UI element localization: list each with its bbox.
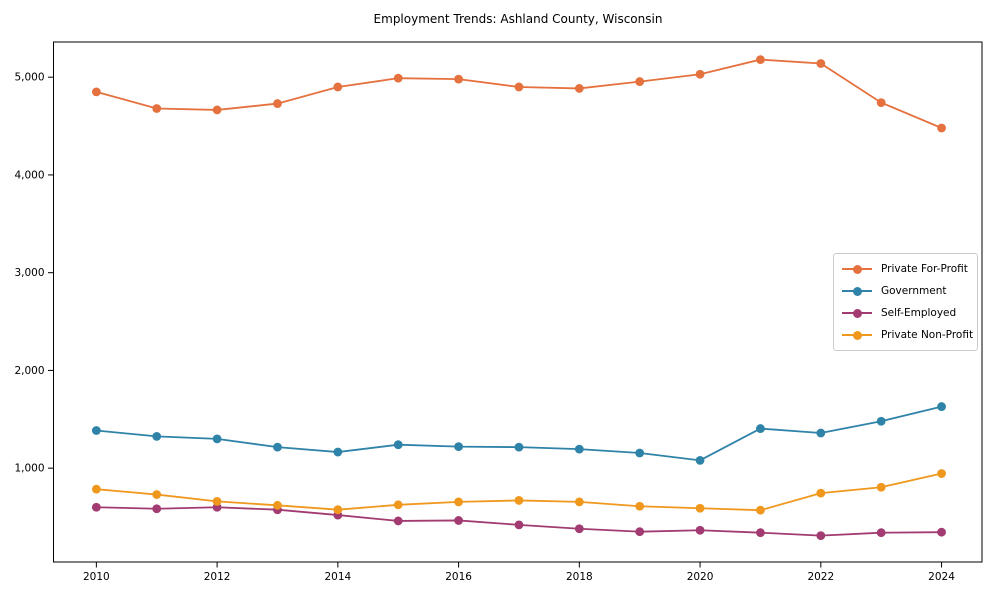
data-point-private-non-profit [152,490,162,499]
data-point-private-for-profit [212,105,222,115]
legend-marker-private-for-profit [842,264,872,274]
legend-label: Private Non-Profit [881,329,974,341]
x-tick-label: 2014 [324,571,351,583]
data-point-private-for-profit [91,87,101,97]
legend-entry-self-employed: Self-Employed [842,305,969,321]
legend-label: Self-Employed [881,307,957,319]
data-point-private-non-profit [212,496,222,506]
data-point-self-employed [152,504,162,514]
data-point-private-non-profit [937,469,946,478]
y-tick-label: 5,000 [14,72,44,84]
data-point-self-employed [91,502,101,512]
data-point-government [514,442,524,452]
data-point-government [635,448,645,458]
x-tick-label: 2010 [83,571,110,583]
data-point-private-for-profit [454,74,463,84]
data-point-private-non-profit [454,497,463,507]
x-tick-label: 2024 [928,571,955,583]
y-tick-label: 1,000 [14,463,44,475]
data-point-private-non-profit [393,500,403,510]
data-point-private-for-profit [393,73,403,83]
data-point-private-for-profit [695,69,705,79]
data-point-private-for-profit [273,99,282,108]
data-point-private-for-profit [756,55,765,64]
data-point-government [273,442,282,452]
data-point-private-non-profit [273,500,282,510]
data-point-self-employed [574,524,584,534]
data-point-private-for-profit [333,82,343,92]
x-tick-label: 2020 [687,571,714,583]
x-tick-label: 2018 [566,571,593,583]
data-point-government [756,424,765,433]
data-point-government [212,434,222,444]
data-point-private-for-profit [816,59,826,68]
legend-marker-private-non-profit [842,330,872,340]
data-point-self-employed [635,527,645,537]
data-point-private-non-profit [333,505,343,515]
series-line-private-for-profit [96,58,942,129]
data-point-private-for-profit [574,84,584,93]
y-tick-label: 2,000 [14,365,44,377]
data-point-private-non-profit [756,505,765,515]
x-tick-label: 2022 [807,571,834,583]
data-point-private-for-profit [152,104,162,113]
data-point-private-for-profit [876,98,886,108]
data-point-self-employed [756,528,765,538]
data-point-private-non-profit [574,497,584,507]
data-point-private-non-profit [695,503,705,513]
data-point-private-non-profit [876,482,886,492]
x-tick-label: 2016 [445,571,472,583]
chart-title: Employment Trends: Ashland County, Wisco… [373,12,663,26]
legend-label: Government [881,285,947,297]
legend-entry-government: Government [842,283,969,299]
legend-marker-self-employed [842,308,872,318]
data-point-private-non-profit [635,501,645,511]
plot-border [53,41,983,563]
data-point-government [152,431,162,441]
data-point-self-employed [695,525,705,535]
legend-marker-government [842,286,872,296]
data-point-self-employed [393,516,403,526]
y-tick-label: 3,000 [14,267,44,279]
data-point-self-employed [454,516,463,525]
data-point-government [695,455,705,465]
legend-entry-private-non-profit: Private Non-Profit [842,327,973,343]
legend: Private For-Profit Government Self-Emplo… [833,253,978,351]
data-point-private-for-profit [937,123,946,133]
data-point-government [333,447,343,457]
y-tick-label: 4,000 [14,169,44,181]
data-point-private-non-profit [514,496,524,505]
data-point-self-employed [816,531,826,541]
data-point-private-for-profit [635,77,645,86]
data-point-self-employed [937,527,946,537]
data-point-self-employed [514,520,524,530]
legend-label: Private For-Profit [881,263,968,275]
data-point-government [816,428,826,438]
data-point-private-for-profit [514,82,524,92]
legend-entry-private-for-profit: Private For-Profit [842,261,969,277]
data-point-government [91,426,101,435]
x-tick-label: 2012 [204,571,231,583]
data-point-self-employed [876,528,886,538]
data-point-government [393,440,403,450]
series-line-government [96,405,942,462]
data-point-government [574,444,584,454]
data-point-private-non-profit [816,488,826,498]
data-point-private-non-profit [91,484,101,494]
data-point-government [937,402,946,411]
data-point-government [876,416,886,426]
data-point-government [454,442,463,452]
